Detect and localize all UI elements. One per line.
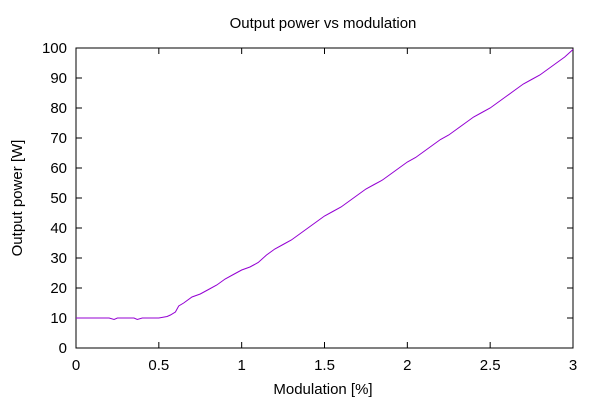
y-tick-label: 0 xyxy=(59,340,67,357)
x-tick-label: 0 xyxy=(72,357,80,374)
y-tick-label: 80 xyxy=(50,100,67,117)
y-axis-title: Output power [W] xyxy=(9,140,26,257)
y-tick-label: 20 xyxy=(50,280,67,297)
y-tick-label: 100 xyxy=(42,40,67,57)
x-tick-label: 2 xyxy=(403,357,411,374)
x-tick-label: 2.5 xyxy=(480,357,501,374)
y-tick-label: 30 xyxy=(50,250,67,267)
y-tick-label: 90 xyxy=(50,70,67,87)
y-tick-label: 40 xyxy=(50,220,67,237)
y-axis: 0 10 20 30 40 50 60 70 80 90 100 xyxy=(42,40,573,357)
y-tick-label: 10 xyxy=(50,310,67,327)
x-tick-label: 1 xyxy=(237,357,245,374)
series-line xyxy=(76,49,574,321)
y-tick-label: 70 xyxy=(50,130,67,147)
x-tick-label: 0.5 xyxy=(148,357,169,374)
x-tick-label: 1.5 xyxy=(314,357,335,374)
x-axis-title: Modulation [%] xyxy=(273,381,372,398)
x-axis: 0 0.5 1 1.5 2 2.5 3 xyxy=(72,48,577,374)
y-tick-label: 50 xyxy=(50,190,67,207)
y-tick-label: 60 xyxy=(50,160,67,177)
x-tick-label: 3 xyxy=(569,357,577,374)
chart-title: Output power vs modulation xyxy=(230,15,417,32)
plot-frame xyxy=(75,47,574,349)
